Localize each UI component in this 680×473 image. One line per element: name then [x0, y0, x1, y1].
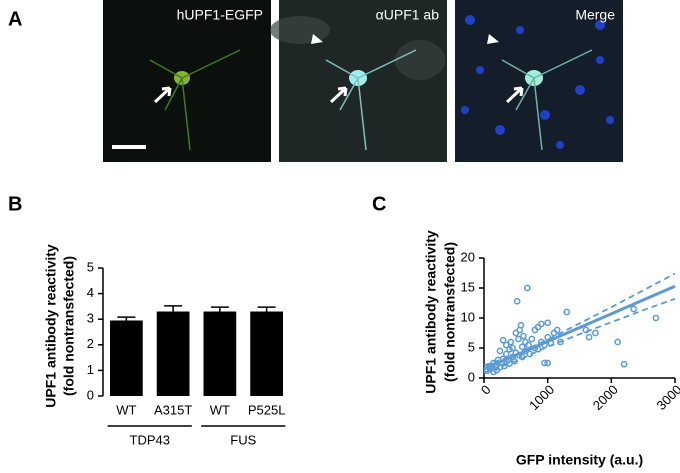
point [496, 347, 504, 355]
image-label: Merge [575, 7, 615, 23]
point [544, 319, 552, 327]
x-tick-label: A315T [154, 402, 192, 417]
point [523, 284, 531, 292]
y-tick-label: 5 [87, 259, 94, 274]
point [520, 332, 527, 340]
point [537, 320, 545, 328]
y-tick-label: 10 [461, 309, 475, 324]
point [501, 362, 508, 370]
point [499, 336, 507, 344]
group-label: FUS [230, 432, 256, 447]
y-tick-label: 4 [87, 285, 94, 300]
fit-line [483, 284, 676, 371]
panel-label: B [8, 193, 22, 215]
point [507, 338, 515, 346]
point [544, 359, 552, 367]
point [515, 335, 522, 343]
bar [203, 311, 237, 396]
x-tick-label: WT [210, 402, 230, 417]
micrograph-1: hUPF1-EGFP [103, 0, 271, 162]
y-tick-label: 0 [87, 387, 94, 402]
y-tick-label: 15 [461, 279, 475, 294]
micrograph-2: αUPF1 ab [270, 0, 447, 162]
point [563, 308, 571, 316]
bar [110, 320, 143, 396]
point [541, 359, 548, 367]
x-tick-label: 2000 [590, 382, 621, 413]
axes [483, 258, 675, 379]
error-bar [117, 316, 136, 321]
point [630, 305, 637, 313]
point [517, 321, 525, 329]
x-tick-label: WT [116, 402, 136, 417]
y-axis-label: (fold nontransfected) [61, 256, 77, 396]
x-tick-label: P525L [248, 402, 286, 417]
point [557, 338, 564, 346]
y-tick-label: 0 [468, 369, 475, 384]
point [502, 341, 510, 349]
point [614, 338, 622, 346]
bar [250, 311, 283, 396]
group-label: TDP43 [130, 432, 170, 447]
x-tick-label: 1000 [526, 382, 557, 413]
bar [156, 311, 190, 396]
y-tick-label: 3 [87, 311, 94, 326]
y-tick-label: 5 [468, 339, 475, 354]
point [528, 335, 536, 343]
confidence-band [483, 272, 676, 367]
x-tick-label: 3000 [653, 382, 680, 413]
image-label: αUPF1 ab [376, 7, 440, 23]
error-bar [257, 306, 276, 312]
y-axis-label: (fold nontransfected) [442, 242, 458, 382]
point [620, 360, 628, 368]
panel-label: A [8, 8, 22, 30]
point [592, 329, 599, 337]
y-tick-label: 20 [461, 249, 475, 264]
x-tick-label: 0 [478, 382, 494, 398]
y-axis-label: UPF1 antibody reactivity [43, 244, 59, 408]
point [518, 343, 526, 351]
error-bar [210, 306, 229, 312]
point [585, 333, 593, 341]
point [506, 345, 513, 353]
error-bar [164, 305, 183, 312]
point [652, 314, 660, 322]
y-axis-label: UPF1 antibody reactivity [423, 230, 439, 394]
point [525, 341, 532, 349]
x-axis-label: GFP intensity (a.u.) [516, 452, 643, 468]
panel-label: C [372, 193, 386, 215]
point [502, 350, 510, 358]
confidence-band [483, 297, 676, 374]
image-label: hUPF1-EGFP [177, 7, 263, 23]
point [509, 344, 517, 352]
point [553, 326, 561, 334]
micrograph-3: Merge [455, 0, 623, 162]
y-tick-label: 2 [87, 336, 94, 351]
point [513, 297, 521, 305]
y-tick-label: 1 [87, 362, 94, 377]
